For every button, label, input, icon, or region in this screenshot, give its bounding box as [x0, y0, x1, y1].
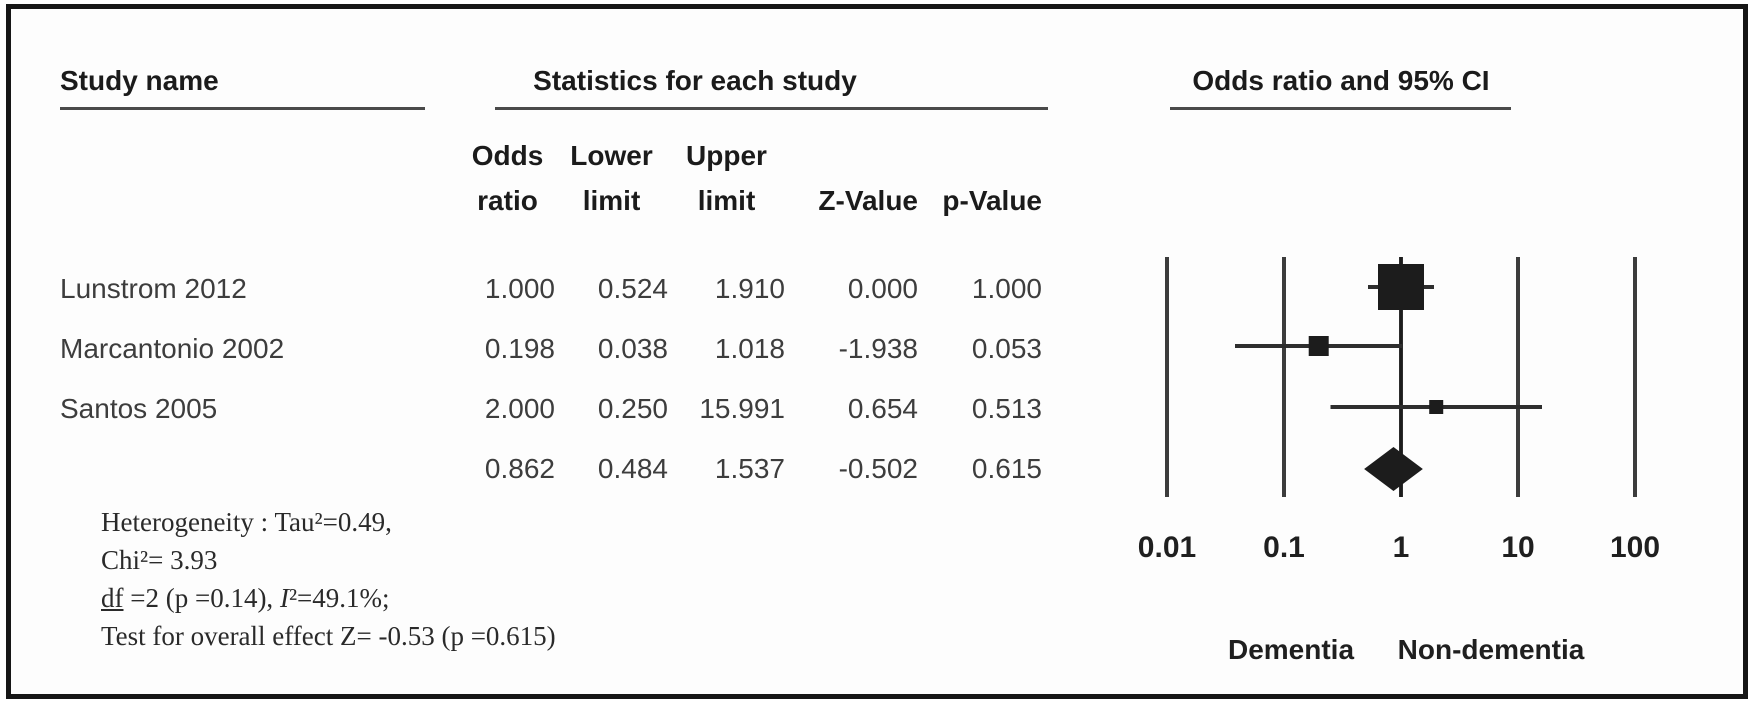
summary-row: 0.862 0.484 1.537 -0.502 0.615 [60, 440, 1050, 498]
axis-tick-label: 10 [1501, 531, 1534, 564]
figure-border: Study name Statistics for each study Odd… [6, 4, 1748, 699]
odds-ratio-ci-group-header: Odds ratio and 95% CI [1192, 65, 1490, 96]
lower-limit-value: 0.524 [597, 273, 668, 304]
upper-limit-column-header: Upper [686, 139, 767, 171]
upper-limit-value: 1.537 [714, 453, 785, 484]
study-odds-ratio-marker [1429, 400, 1444, 414]
heterogeneity-line1: Heterogeneity : Tau²=0.49, [101, 507, 392, 537]
table-row: Santos 2005 2.000 0.250 15.991 0.654 0.5… [60, 379, 1050, 439]
lower-limit-value: 0.038 [597, 333, 668, 364]
z-value-column-header: Z-Value [818, 184, 918, 216]
axis-tick-label: 1 [1393, 531, 1410, 564]
column-headers-line1: Odds Lower Upper [60, 133, 1050, 178]
upper-limit-value: 15.991 [699, 393, 785, 424]
odds-ratio-value: 0.862 [484, 453, 555, 484]
odds-ratio-value: 2.000 [484, 393, 555, 424]
odds-ratio-value: 0.198 [484, 333, 555, 364]
odds-ratio-column-header2: ratio [477, 184, 538, 216]
study-name [60, 440, 460, 498]
odds-ratio-value: 1.000 [484, 273, 555, 304]
column-headers-line2: ratio limit limit Z-Value p-Value [60, 178, 1050, 223]
heterogeneity-line2: Chi²= 3.93 [101, 545, 218, 575]
upper-limit-value: 1.910 [714, 273, 785, 304]
study-odds-ratio-marker [1378, 264, 1424, 310]
table-row: Marcantonio 2002 0.198 0.038 1.018 -1.93… [60, 319, 1050, 379]
summary-diamond [1364, 447, 1423, 491]
study-header-underline [60, 107, 425, 110]
study-name: Lunstrom 2012 [60, 273, 247, 304]
statistics-group-header: Statistics for each study [533, 65, 857, 96]
odds-ratio-column-header: Odds [471, 139, 544, 171]
lower-limit-value: 0.484 [597, 453, 668, 484]
p-value-column-header: p-Value [942, 184, 1042, 216]
p-value: 1.000 [971, 273, 1042, 304]
p-value: 0.053 [971, 333, 1042, 364]
statistics-header-underline [495, 107, 1048, 110]
forest-plot: 0.01 0.1 1 10 100 Dementia Non-dementia [1138, 257, 1660, 665]
axis-tick-label: 0.01 [1138, 531, 1196, 564]
right-side-label: Non-dementia [1398, 634, 1585, 665]
lower-limit-column-header2: limit [582, 184, 641, 216]
axis-tick-label: 100 [1610, 531, 1660, 564]
study-name: Marcantonio 2002 [60, 333, 285, 364]
lower-limit-column-header: Lower [570, 139, 653, 171]
table-row: Lunstrom 2012 1.000 0.524 1.910 0.000 1.… [60, 259, 1050, 319]
lower-limit-value: 0.250 [597, 393, 668, 424]
study-name-column-header: Study name [60, 65, 219, 96]
z-value: 0.000 [847, 273, 918, 304]
p-value: 0.513 [971, 393, 1042, 424]
p-value: 0.615 [971, 453, 1042, 484]
z-value: -0.502 [838, 453, 918, 484]
study-name: Santos 2005 [60, 393, 218, 424]
z-value: -1.938 [838, 333, 918, 364]
study-odds-ratio-marker [1308, 336, 1329, 356]
upper-limit-value: 1.018 [714, 333, 785, 364]
i-squared-label: I [279, 583, 289, 613]
upper-limit-column-header2: limit [697, 184, 756, 216]
heterogeneity-note: Heterogeneity : Tau²=0.49, Chi²= 3.93 df… [101, 503, 741, 655]
df-label: df [101, 583, 124, 613]
heterogeneity-line3: df =2 (p =0.14), I²=49.1%; [101, 583, 390, 613]
axis-tick-label: 0.1 [1263, 531, 1305, 564]
plot-header-underline [1170, 107, 1511, 110]
overall-effect-line: Test for overall effect Z= -0.53 (p =0.6… [101, 621, 556, 651]
left-side-label: Dementia [1228, 634, 1354, 665]
z-value: 0.654 [847, 393, 918, 424]
